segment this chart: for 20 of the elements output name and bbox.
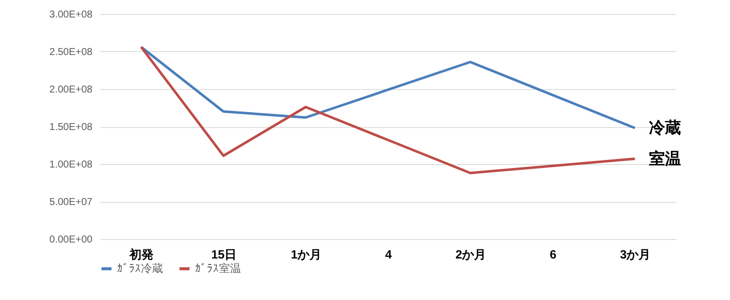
- y-tick-label: 3.00E+08: [49, 10, 93, 20]
- x-tick-label: 6: [550, 248, 557, 262]
- y-tick-label: 2.50E+08: [49, 47, 93, 58]
- y-tick-label: 1.50E+08: [49, 122, 93, 133]
- x-tick-label: 1か月: [290, 248, 322, 262]
- line-series: [140, 46, 636, 174]
- y-tick-label: 0.00E+00: [49, 234, 93, 246]
- x-tick-label: 2か月: [455, 248, 486, 262]
- x-tick-label: 15日: [211, 248, 237, 262]
- annotation: 冷蔵: [648, 119, 681, 137]
- y-tick-label: 5.00E+07: [49, 197, 93, 208]
- x-tick-label: 4: [385, 248, 392, 262]
- annotation: 室温: [648, 148, 681, 168]
- line-series: [140, 46, 636, 130]
- legend-label: ｶﾞﾗｽ室温: [195, 262, 241, 275]
- x-tick-label: 初発: [128, 248, 154, 262]
- y-tick-label: 1.00E+08: [49, 160, 93, 170]
- x-tick-label: 3か月: [620, 248, 651, 262]
- legend-label: ｶﾞﾗｽ冷蔵: [117, 262, 163, 275]
- y-tick-label: 2.00E+08: [49, 84, 93, 96]
